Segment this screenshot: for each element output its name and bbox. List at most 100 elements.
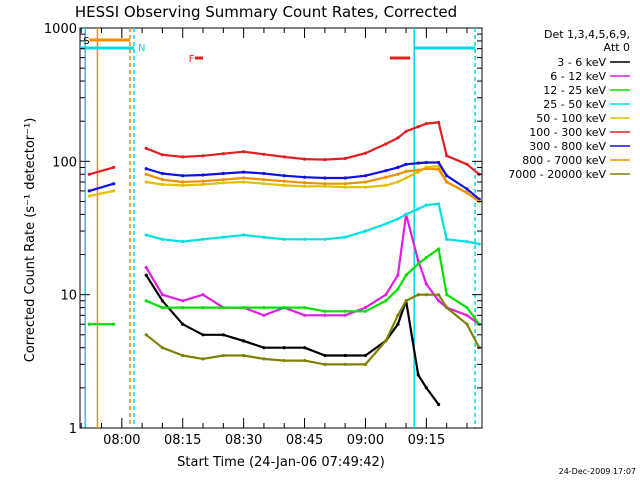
data-point [445,154,449,158]
data-point [181,299,185,303]
data-point [343,309,347,313]
status-flags: S N F [80,28,476,428]
data-point [144,172,148,176]
data-point [282,237,286,241]
data-point [323,309,327,313]
data-point [343,353,347,358]
data-point [424,282,428,286]
data-point [424,203,428,207]
data-point [242,233,246,237]
data-point [242,176,246,180]
data-point [323,176,327,180]
data-point [396,313,400,317]
y-tick-label: 10 [60,289,77,304]
data-point [221,152,225,156]
data-point [445,237,449,241]
data-point [343,313,347,317]
data-point [384,339,388,343]
data-point [396,180,400,184]
data-point [424,293,428,297]
data-point [181,174,185,178]
chart-title: HESSI Observing Summary Count Rates, Cor… [75,3,457,21]
y-tick-label: 1000 [44,22,77,37]
data-point [282,179,286,183]
series-line [88,182,115,192]
data-point [262,171,266,176]
data-point [144,180,148,184]
data-point [303,157,307,161]
data-point [144,167,148,171]
data-point [363,362,368,366]
legend-entry-label: 100 - 300 keV [529,126,606,139]
data-point [160,171,164,176]
flag-n-label: N [138,43,145,54]
data-point [363,174,368,178]
data-point [181,240,185,244]
data-point [303,359,307,363]
series-layer [87,120,481,407]
data-point [465,306,469,310]
data-point [112,165,116,169]
data-point [303,181,307,185]
data-point [445,293,449,297]
series-line [145,202,480,246]
data-point [181,155,185,159]
data-point [323,182,327,186]
plot-area [79,27,483,429]
data-point [384,175,388,179]
data-point [144,299,148,303]
data-point [160,178,164,182]
data-point [396,273,400,277]
data-point [87,194,91,198]
data-point [112,189,116,193]
data-point [424,160,428,165]
data-point [303,175,307,179]
x-axis-label: Start Time (24-Jan-06 07:49:42) [177,455,385,470]
legend-entry-label: 800 - 7000 keV [522,154,606,167]
x-tick-label: 08:45 [286,433,323,448]
data-point [201,306,205,310]
data-point [416,125,420,129]
data-point [404,273,408,277]
data-point [363,229,368,233]
data-point [303,346,307,350]
y-tick-label: 1 [69,422,77,437]
series-300to800keV [87,160,481,201]
data-point [87,322,91,326]
data-point [201,173,205,177]
data-point [384,222,388,226]
data-point [445,180,449,184]
series-7000to20000keV [144,293,481,366]
data-point [181,180,185,184]
data-point [437,402,441,407]
data-point [201,237,205,241]
data-point [416,207,420,211]
x-axis: 08:00 08:15 08:30 08:45 09:00 09:15 [80,28,468,448]
x-tick-label: 08:30 [225,433,262,448]
data-point [87,189,91,193]
data-point [465,191,469,195]
data-point [363,185,368,189]
data-point [437,299,441,303]
data-point [477,242,481,246]
data-point [416,373,420,377]
series-800to7000keV [144,167,481,204]
x-tick-label: 08:00 [103,433,140,448]
data-point [465,313,469,317]
data-point [282,155,286,159]
data-point [465,187,469,191]
data-point [396,217,400,221]
legend-header-line1: Det 1,3,4,5,6,9, [544,28,630,41]
data-point [242,180,246,184]
data-point [242,339,246,343]
data-point [221,171,225,176]
series-50to100keV [87,164,481,204]
data-point [416,259,420,263]
y-tick-label: 100 [52,155,77,170]
data-point [424,255,428,260]
y-axis-label: Corrected Count Rate (s⁻¹ detector⁻¹) [23,118,38,363]
data-point [437,247,441,251]
data-point [437,160,441,165]
data-point [465,240,469,244]
data-point [181,306,185,310]
